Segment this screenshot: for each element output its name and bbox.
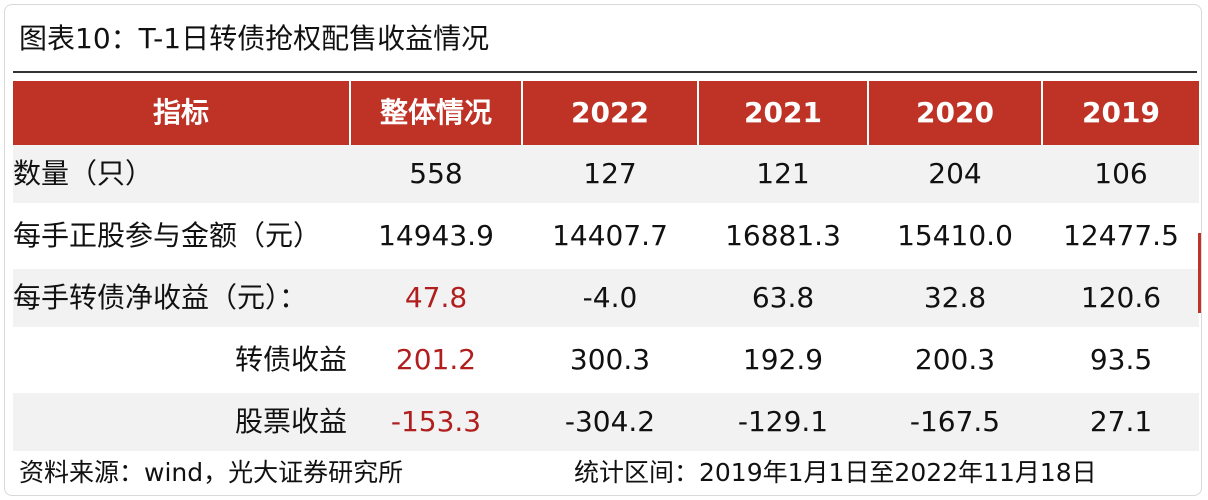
cell-2021: -129.1 — [737, 405, 829, 438]
table-row-count: 数量（只） 558 127 121 204 106 — [13, 145, 1199, 203]
cell-2022: -304.2 — [564, 405, 656, 438]
header-divider — [697, 81, 699, 145]
cell-2020: 200.3 — [914, 343, 996, 376]
cell-2019: 120.6 — [1080, 281, 1162, 314]
edge-accent-bar — [1198, 233, 1201, 313]
period-note: 统计区间：2019年1月1日至2022年11月18日 — [574, 458, 1097, 487]
cell-2020: 15410.0 — [897, 219, 1013, 252]
cell-2022: 300.3 — [569, 343, 651, 376]
header-divider — [1041, 81, 1043, 145]
table-row-bond-return: 转债收益 201.2 300.3 192.9 200.3 93.5 — [13, 331, 1199, 389]
header-2019: 2019 — [1082, 96, 1160, 129]
table-footer: 资料来源：wind，光大证券研究所 统计区间：2019年1月1日至2022年11… — [19, 455, 1097, 491]
table-row-net-return: 每手转债净收益（元）： 47.8 -4.0 63.8 32.8 120.6 — [13, 269, 1199, 327]
table-card: 图表10：T-1日转债抢权配售收益情况 指标 整体情况 2022 2021 20… — [4, 4, 1202, 496]
cell-2020: -167.5 — [909, 405, 1001, 438]
row-label: 转债收益 — [234, 343, 347, 376]
table-header: 指标 整体情况 2022 2021 2020 2019 — [13, 81, 1199, 145]
cell-overall: 14943.9 — [378, 219, 494, 252]
cell-2020: 204 — [928, 157, 982, 190]
header-2021: 2021 — [744, 96, 822, 129]
cell-2022: 14407.7 — [552, 219, 668, 252]
cell-2021: 121 — [756, 157, 810, 190]
cell-2019: 93.5 — [1089, 343, 1153, 376]
header-overall: 整体情况 — [379, 96, 492, 129]
cell-2019: 106 — [1094, 157, 1148, 190]
header-divider — [349, 81, 351, 145]
cell-2021: 16881.3 — [725, 219, 841, 252]
header-2022: 2022 — [571, 96, 649, 129]
header-indicator: 指标 — [152, 96, 209, 129]
row-label: 每手转债净收益（元）： — [13, 281, 308, 314]
page-title: 图表10：T-1日转债抢权配售收益情况 — [19, 22, 490, 55]
cell-overall-highlight: -153.3 — [390, 405, 482, 438]
row-label: 每手正股参与金额（元） — [13, 219, 322, 252]
source-note: 资料来源：wind，光大证券研究所 — [19, 458, 404, 487]
cell-2021: 192.9 — [742, 343, 824, 376]
row-label: 数量（只） — [13, 157, 154, 190]
cell-overall-highlight: 201.2 — [395, 343, 477, 376]
cell-overall-highlight: 47.8 — [404, 281, 468, 314]
cell-overall: 558 — [409, 157, 463, 190]
cell-2022: 127 — [583, 157, 637, 190]
table-row-stock-return: 股票收益 -153.3 -304.2 -129.1 -167.5 27.1 — [13, 393, 1199, 451]
title-divider — [13, 71, 1197, 73]
cell-2020: 32.8 — [923, 281, 987, 314]
cell-2022: -4.0 — [582, 281, 638, 314]
cell-2021: 63.8 — [751, 281, 815, 314]
cell-2019: 12477.5 — [1063, 219, 1179, 252]
cell-2019: 27.1 — [1089, 405, 1153, 438]
header-divider — [521, 81, 523, 145]
header-2020: 2020 — [916, 96, 994, 129]
header-divider — [867, 81, 869, 145]
row-label: 股票收益 — [234, 405, 347, 438]
table-row-amount: 每手正股参与金额（元） 14943.9 14407.7 16881.3 1541… — [13, 207, 1199, 265]
